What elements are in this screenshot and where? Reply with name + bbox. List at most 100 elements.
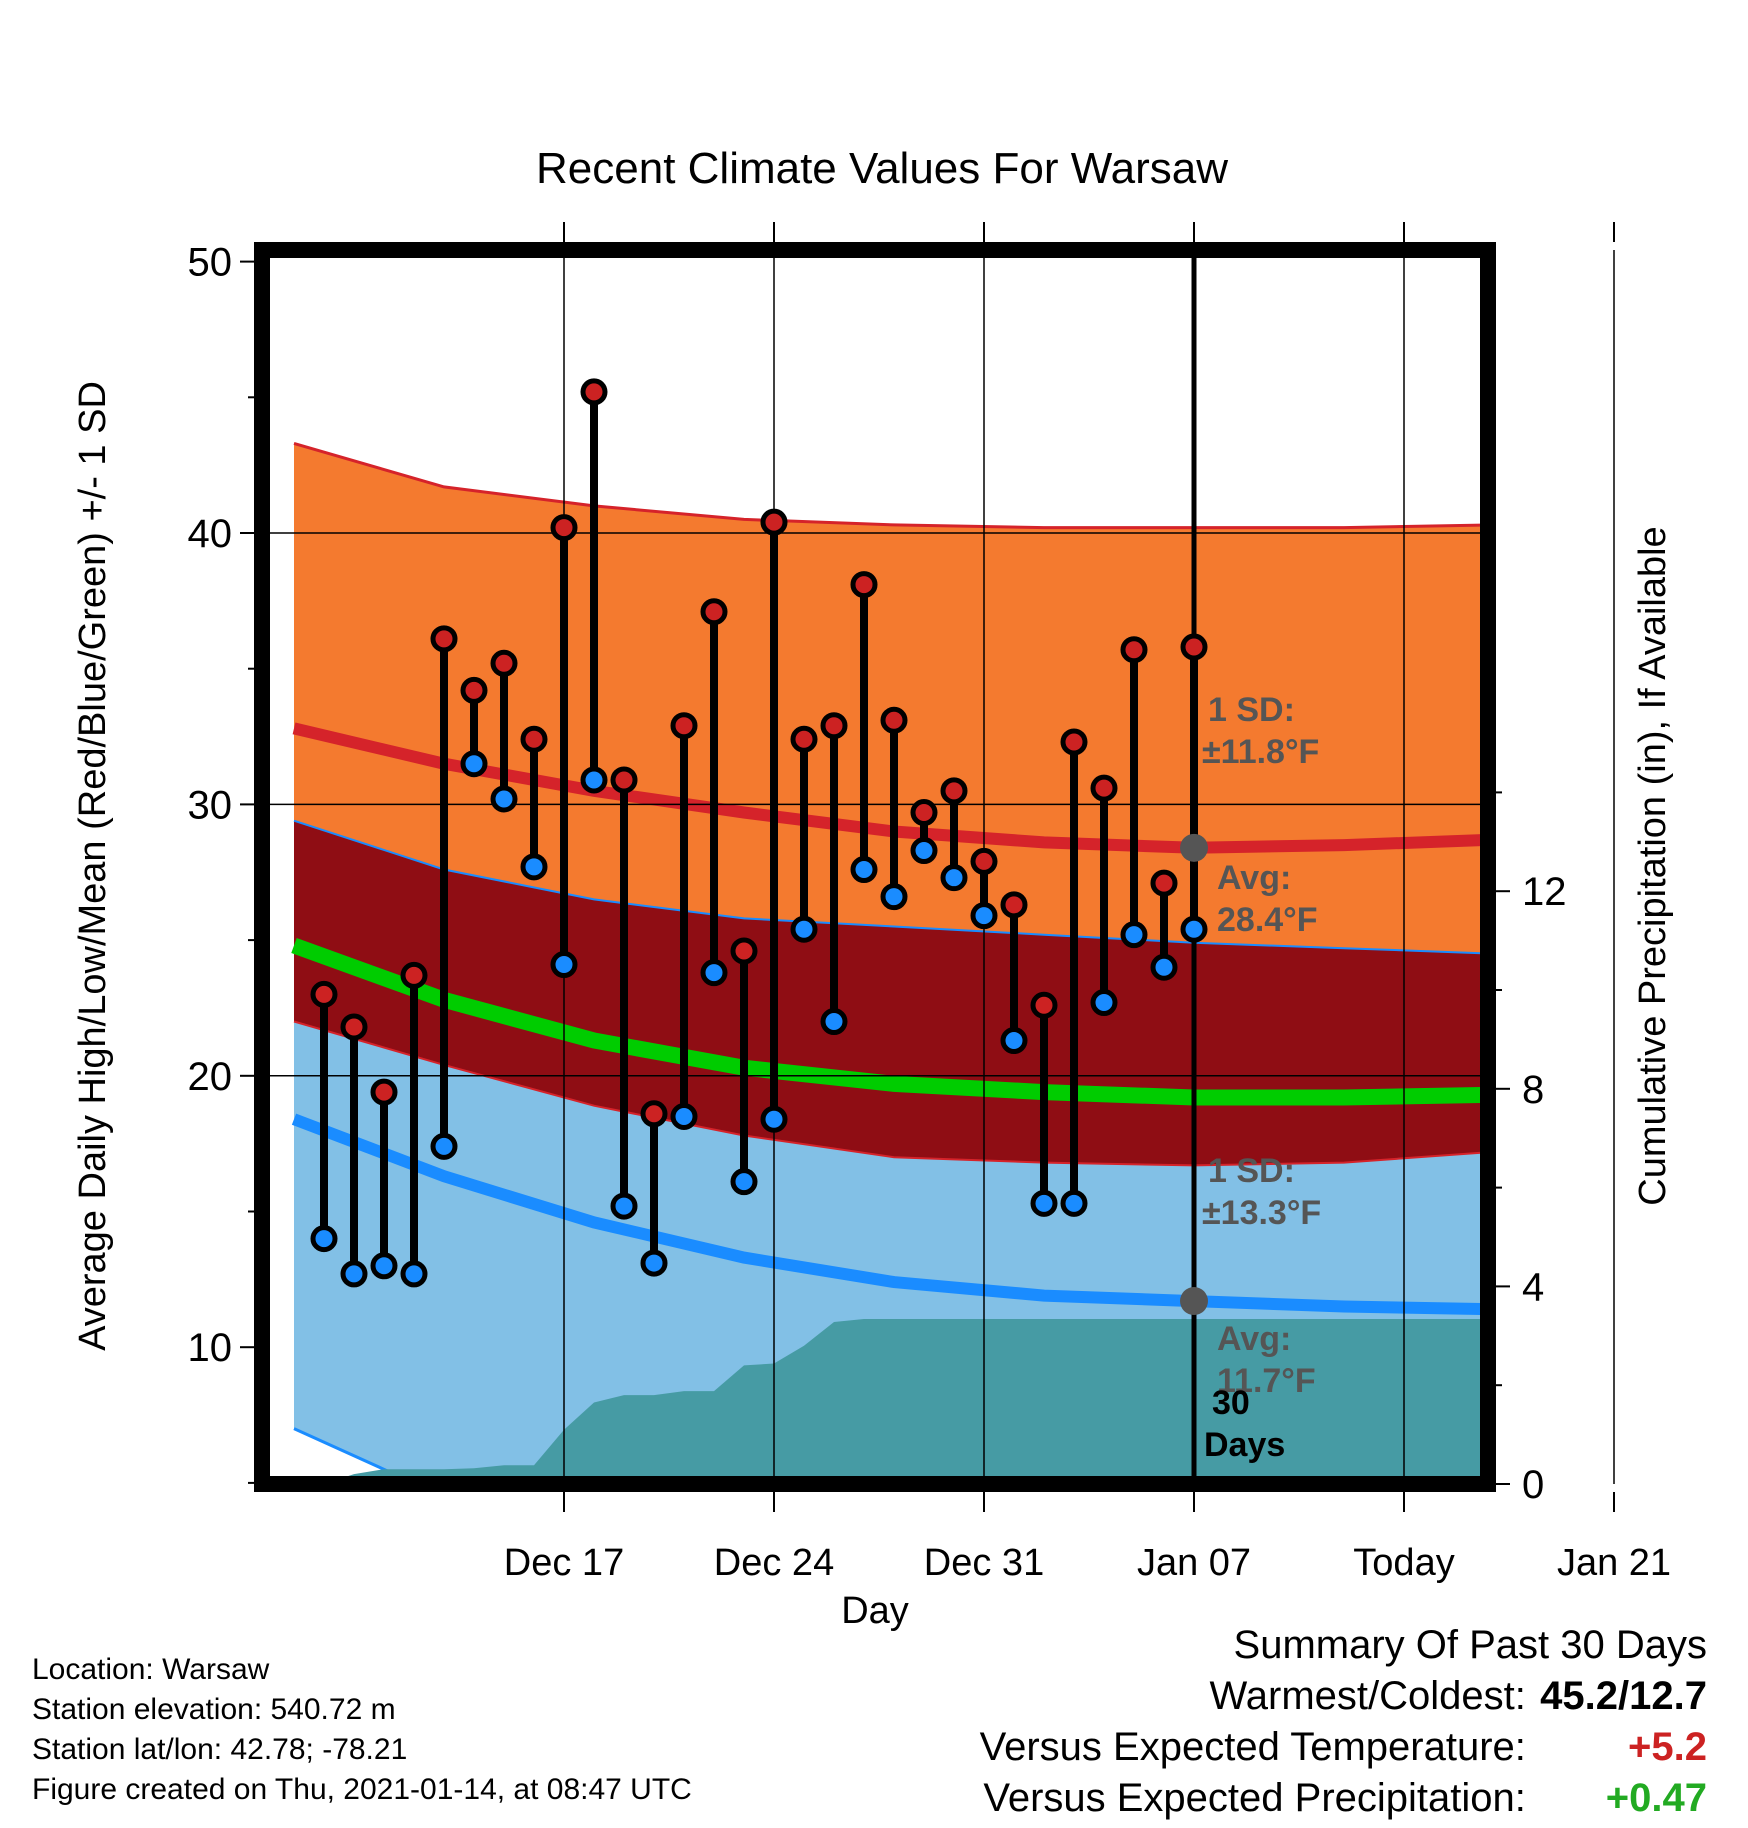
daily-high-point	[730, 937, 758, 965]
y2-tick-label: 12	[1522, 870, 1567, 914]
daily-low-point	[460, 750, 488, 778]
plot-area	[291, 441, 1488, 1484]
chart-title: Recent Climate Values For Warsaw	[536, 144, 1228, 193]
annotations: 1 SD: ±11.8°F Avg: 28.4°F 1 SD: ±13.3°F …	[1202, 691, 1321, 1464]
today-high-normal-marker	[1180, 833, 1208, 862]
overlap-band	[294, 820, 1488, 1166]
y-tick-label: 20	[188, 1055, 233, 1099]
summary-warmest-row: Warmest/Coldest: 45.2/12.7	[980, 1671, 1708, 1722]
temp-value: +5.2	[1628, 1725, 1707, 1769]
daily-low-point	[1120, 921, 1148, 949]
daily-low-point	[1060, 1189, 1088, 1217]
daily-low-point	[1030, 1189, 1058, 1217]
y-axis-title: Average Daily High/Low/Mean (Red/Blue/Gr…	[72, 381, 114, 1351]
daily-low-point	[310, 1225, 338, 1253]
daily-low-point	[730, 1168, 758, 1196]
y2-tick-label: 8	[1522, 1068, 1544, 1112]
daily-low-point	[580, 766, 608, 794]
daily-low-point	[430, 1132, 458, 1160]
daily-high-point	[820, 712, 848, 740]
x-tick-label: Dec 31	[924, 1542, 1044, 1584]
y2-tick-label: 0	[1522, 1463, 1544, 1507]
daily-low-point	[880, 883, 908, 911]
axes: 10 20 30 40 50 0 4 8 12 Dec 17 Dec 24 Dec 31 Jan 07 T…	[188, 222, 1671, 1584]
daily-high-point	[910, 799, 938, 827]
location-text: Location: Warsaw	[32, 1653, 270, 1686]
warmest-label: Warmest/Coldest:	[1209, 1674, 1526, 1718]
summary-temp-row: Versus Expected Temperature: +5.2	[980, 1722, 1707, 1773]
daily-high-point	[370, 1078, 398, 1106]
summary-panel: Summary Of Past 30 Days Warmest/Coldest:…	[980, 1620, 1707, 1824]
low-sd-label: 1 SD:	[1208, 1152, 1295, 1190]
daily-low-point	[610, 1192, 638, 1220]
station-info: Location: Warsaw Station elevation: 540.…	[32, 1650, 692, 1810]
daily-low-point	[520, 853, 548, 881]
daily-high-point	[790, 725, 818, 753]
daily-low-point	[1150, 953, 1178, 981]
daily-high-point	[1000, 891, 1028, 919]
daily-high-point	[940, 777, 968, 805]
daily-low-point	[760, 1105, 788, 1133]
high-lower-edge	[293, 819, 1488, 955]
y2-tick-label: 4	[1522, 1265, 1544, 1309]
x-tick-label: Dec 17	[504, 1542, 624, 1584]
low-upper-edge	[293, 1020, 1488, 1167]
daily-low-point	[940, 864, 968, 892]
daily-high-point	[1060, 728, 1088, 756]
daily-low-point	[490, 785, 518, 813]
daily-high-point	[850, 571, 878, 599]
low-avg-value: 11.7°F	[1217, 1362, 1316, 1400]
daily-high-point	[1150, 869, 1178, 897]
daily-high-point	[760, 508, 788, 536]
x-tick-label: Jan 07	[1137, 1542, 1251, 1584]
x-tick-label: Jan 21	[1557, 1542, 1671, 1584]
daily-low-point	[910, 837, 938, 865]
daily-high-point	[340, 1013, 368, 1041]
daily-low-point	[820, 1008, 848, 1036]
daily-low-point	[700, 959, 728, 987]
created-text: Figure created on Thu, 2021-01-14, at 08…	[32, 1773, 692, 1806]
daily-low-point	[970, 902, 998, 930]
normal-low-line	[291, 1113, 1488, 1316]
daily-low-point	[790, 915, 818, 943]
daily-high-point	[1030, 991, 1058, 1019]
daily-high-point	[700, 598, 728, 626]
y2-axis-title: Cumulative Precipitation (in), If Availa…	[1632, 526, 1674, 1205]
low-avg-label: Avg:	[1217, 1320, 1291, 1358]
x-axis-title: Day	[841, 1590, 909, 1632]
series-layer	[310, 378, 1208, 1316]
temp-label: Versus Expected Temperature:	[979, 1725, 1526, 1769]
y-tick-label: 30	[188, 783, 233, 827]
daily-high-point	[880, 706, 908, 734]
latlon-text: Station lat/lon: 42.78; -78.21	[32, 1733, 408, 1766]
daily-high-point	[490, 649, 518, 677]
x-tick-label: Dec 24	[714, 1542, 834, 1584]
daily-high-point	[460, 676, 488, 704]
daily-low-point	[1000, 1027, 1028, 1055]
daily-low-point	[1180, 915, 1208, 943]
low-sd-value: ±13.3°F	[1202, 1194, 1321, 1232]
precip-value: +0.47	[1605, 1776, 1707, 1820]
normal-mean-line	[291, 937, 1488, 1106]
daily-low-point	[370, 1252, 398, 1280]
daily-low-point	[1090, 989, 1118, 1017]
daily-high-point	[1120, 636, 1148, 664]
daily-high-point	[430, 625, 458, 653]
today-low-normal-marker	[1180, 1287, 1208, 1316]
daily-high-point	[580, 378, 608, 406]
high-avg-value: 28.4°F	[1217, 901, 1318, 939]
daily-high-point	[520, 725, 548, 753]
daily-low-point	[850, 856, 878, 884]
daily-high-point	[400, 961, 428, 989]
y-tick-label: 40	[188, 512, 233, 556]
window-label-days: Days	[1204, 1426, 1285, 1464]
precip-label: Versus Expected Precipitation:	[983, 1776, 1526, 1820]
daily-high-point	[970, 847, 998, 875]
daily-high-point	[1090, 774, 1118, 802]
daily-low-point	[400, 1260, 428, 1288]
warmest-value: 45.2/12.7	[1540, 1674, 1707, 1718]
y-tick-label: 10	[188, 1326, 233, 1370]
daily-low-point	[640, 1249, 668, 1277]
daily-low-point	[550, 951, 578, 979]
